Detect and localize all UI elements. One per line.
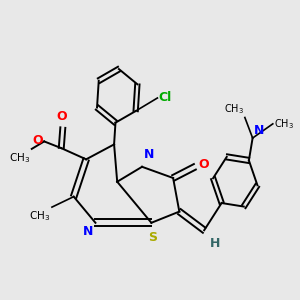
Text: O: O bbox=[32, 134, 43, 147]
Text: N: N bbox=[82, 225, 93, 238]
Text: O: O bbox=[57, 110, 67, 123]
Text: CH$_3$: CH$_3$ bbox=[224, 102, 244, 116]
Text: S: S bbox=[148, 231, 158, 244]
Text: Cl: Cl bbox=[159, 92, 172, 104]
Text: H: H bbox=[210, 237, 220, 250]
Text: CH$_3$: CH$_3$ bbox=[29, 209, 51, 223]
Text: O: O bbox=[199, 158, 209, 171]
Text: CH$_3$: CH$_3$ bbox=[274, 117, 294, 131]
Text: CH$_3$: CH$_3$ bbox=[9, 151, 30, 164]
Text: N: N bbox=[144, 148, 154, 161]
Text: N: N bbox=[254, 124, 265, 137]
